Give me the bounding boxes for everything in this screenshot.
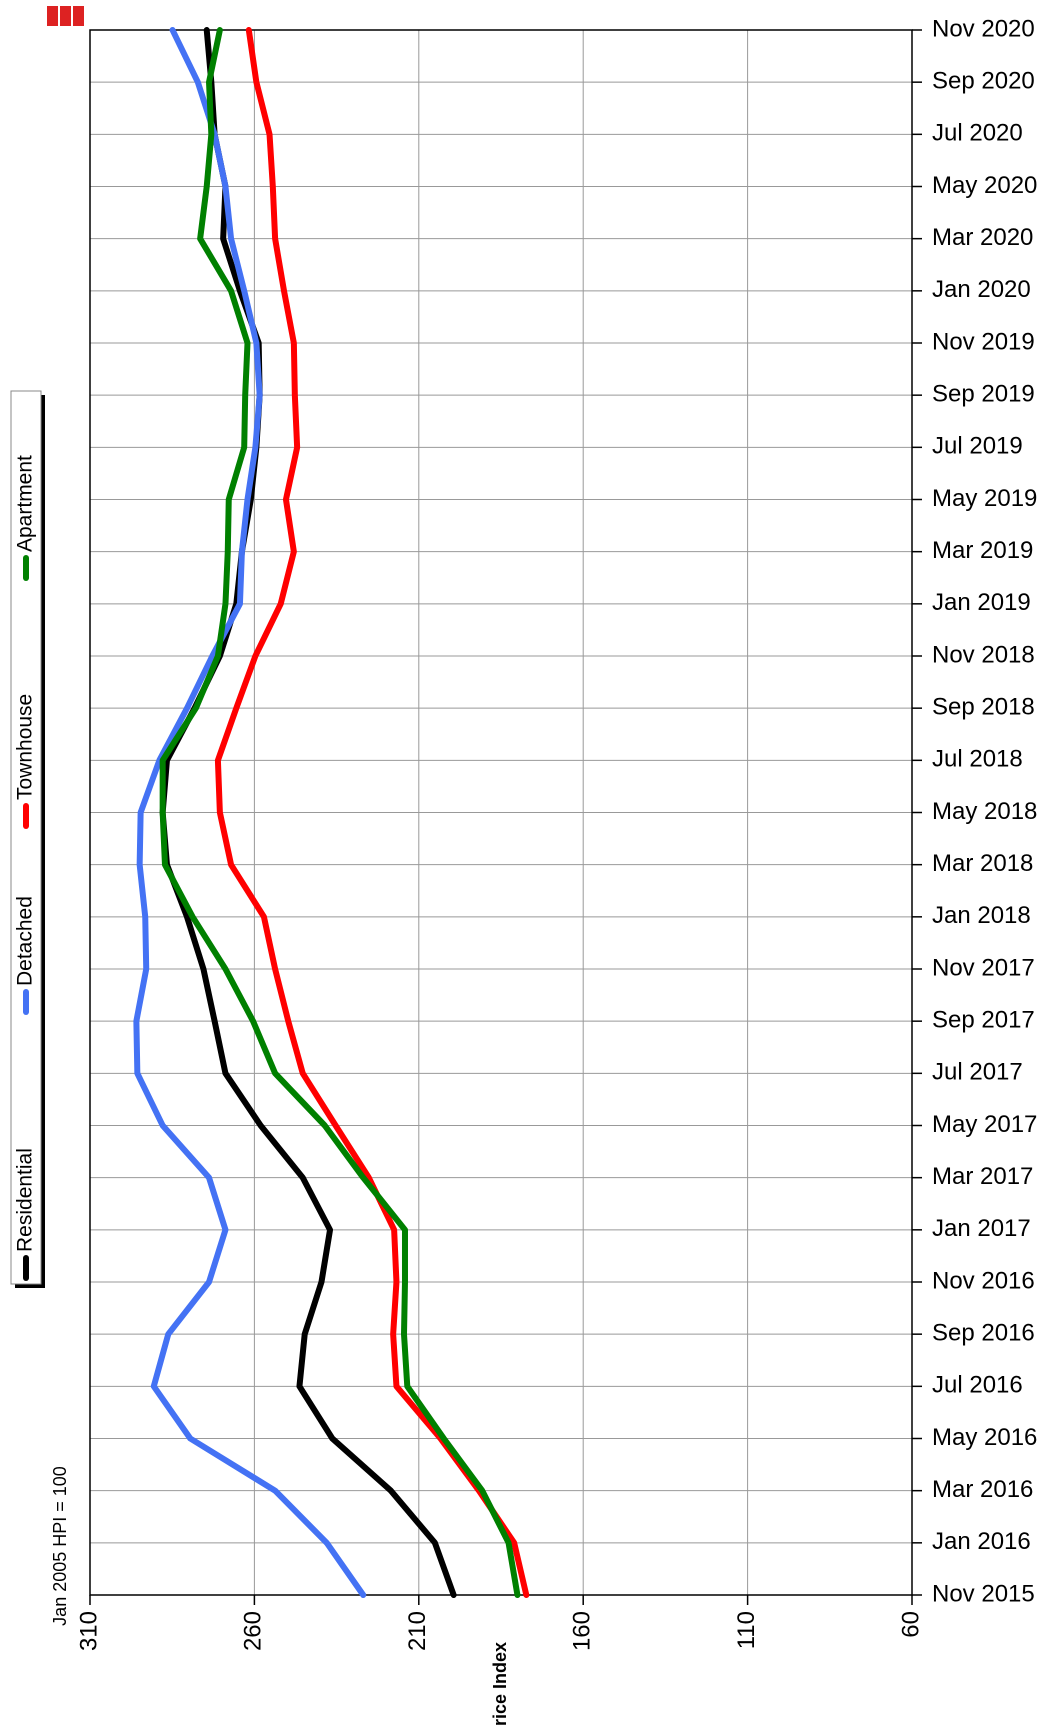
x-tick-label: May 2018 xyxy=(932,798,1037,825)
x-tick-label: Mar 2017 xyxy=(932,1163,1033,1190)
y-tick-label: 160 xyxy=(569,1611,596,1651)
logo-block xyxy=(73,6,84,26)
x-tick-label: Sep 2016 xyxy=(932,1320,1035,1347)
y-tick-label: 260 xyxy=(240,1611,267,1651)
x-tick-label: Nov 2017 xyxy=(932,954,1035,981)
series-line xyxy=(159,27,521,1598)
legend-label: Residential xyxy=(14,1148,37,1252)
x-tick-label: Jul 2017 xyxy=(932,1059,1023,1086)
legend-label: Townhouse xyxy=(14,694,37,800)
x-tick-label: Sep 2017 xyxy=(932,1007,1035,1034)
x-tick-label: May 2020 xyxy=(932,172,1037,199)
x-tick-label: Mar 2019 xyxy=(932,537,1033,564)
x-tick-label: Sep 2019 xyxy=(932,381,1035,408)
x-tick-label: Mar 2016 xyxy=(932,1476,1033,1503)
logo-block xyxy=(47,6,58,26)
legend-box xyxy=(10,390,42,1285)
x-tick-label: Jan 2017 xyxy=(932,1215,1031,1242)
logo-block xyxy=(60,6,71,26)
y-tick-label: 210 xyxy=(404,1611,431,1651)
legend-label: Detached xyxy=(14,896,37,986)
x-tick-label: May 2016 xyxy=(932,1424,1037,1451)
y-tick-label: 310 xyxy=(75,1611,102,1651)
x-tick-label: Nov 2016 xyxy=(932,1267,1035,1294)
logo xyxy=(47,6,84,26)
y-tick-label: 60 xyxy=(897,1611,924,1638)
x-tick-label: Nov 2020 xyxy=(932,15,1035,42)
x-tick-label: Sep 2018 xyxy=(932,694,1035,721)
x-tick-label: Mar 2020 xyxy=(932,224,1033,251)
x-tick-label: Jan 2020 xyxy=(932,276,1031,303)
x-tick-label: Jul 2019 xyxy=(932,433,1023,460)
x-tick-label: Nov 2018 xyxy=(932,641,1035,668)
x-tick-label: Jul 2016 xyxy=(932,1372,1023,1399)
x-tick-label: Sep 2020 xyxy=(932,68,1035,95)
x-tick-label: Nov 2019 xyxy=(932,328,1035,355)
legend-label: Apartment xyxy=(14,455,37,552)
series-line xyxy=(214,27,530,1598)
x-tick-label: Jan 2018 xyxy=(932,902,1031,929)
x-tick-label: Jul 2020 xyxy=(932,120,1023,147)
series-line xyxy=(133,27,367,1598)
x-tick-label: May 2017 xyxy=(932,1111,1037,1138)
x-tick-label: Jan 2016 xyxy=(932,1528,1031,1555)
x-tick-label: Nov 2015 xyxy=(932,1580,1035,1607)
x-tick-label: Mar 2018 xyxy=(932,850,1033,877)
axis-title: Price Index xyxy=(490,1642,510,1725)
x-tick-label: May 2019 xyxy=(932,485,1037,512)
plot-frame xyxy=(89,29,913,1596)
x-tick-label: Jan 2019 xyxy=(932,589,1031,616)
annotation: Jan 2005 HPI = 100 xyxy=(50,1466,70,1626)
y-tick-label: 110 xyxy=(733,1611,760,1649)
x-tick-label: Jul 2018 xyxy=(932,746,1023,773)
